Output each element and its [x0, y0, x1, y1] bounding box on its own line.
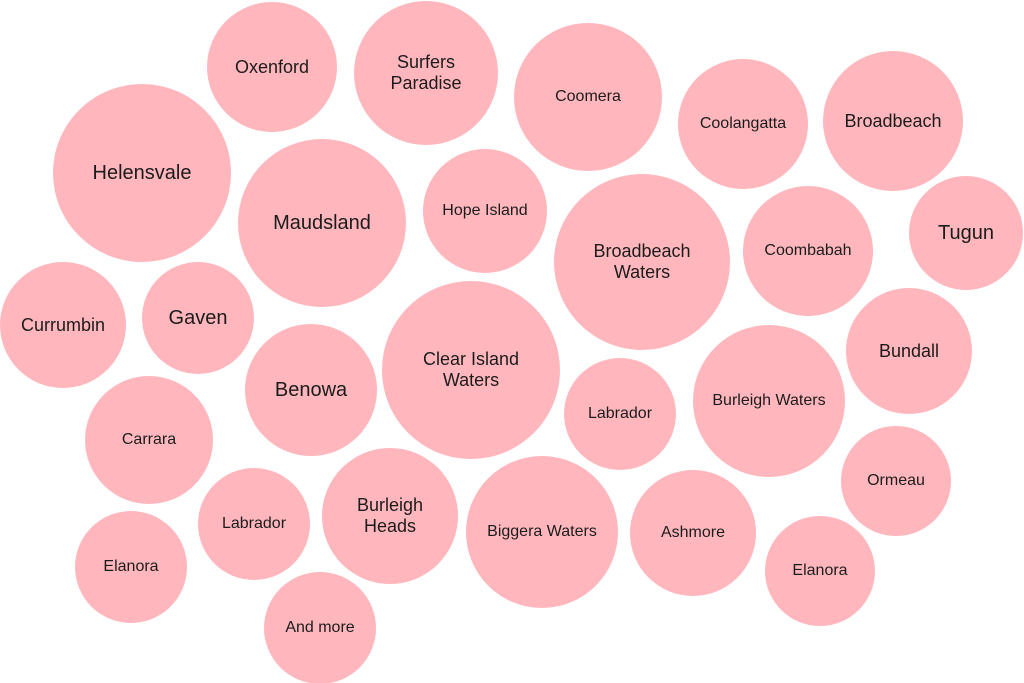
suburb-label: And more: [285, 618, 355, 636]
suburb-label: Clear Island Waters: [422, 349, 520, 390]
suburb-label: Carrara: [121, 430, 177, 448]
suburb-label: Elanora: [792, 561, 848, 579]
suburb-label: Hope Island: [442, 201, 528, 219]
suburb-label: Currumbin: [20, 314, 106, 335]
suburb-label: Bundall: [878, 340, 940, 361]
suburb-label: Elanora: [103, 557, 159, 575]
suburb-bubble: Benowa: [245, 324, 377, 456]
suburb-bubble: Oxenford: [207, 2, 337, 132]
suburb-label: Helensvale: [92, 161, 192, 184]
suburb-label: Ashmore: [660, 523, 726, 541]
suburb-bubble: Carrara: [85, 376, 213, 504]
suburb-bubble: Hope Island: [423, 149, 547, 273]
suburb-bubble: Coombabah: [743, 186, 873, 316]
suburb-bubble: Currumbin: [0, 262, 126, 388]
suburb-bubble: Coolangatta: [678, 59, 808, 189]
suburb-label: Coomera: [555, 87, 621, 105]
suburb-label: Broadbeach Waters: [593, 241, 691, 282]
suburb-bubble: Ormeau: [841, 426, 951, 536]
suburb-bubble: Labrador: [198, 468, 310, 580]
suburb-label: Gaven: [168, 306, 228, 329]
suburb-label: Coombabah: [764, 241, 852, 259]
suburb-label: Ormeau: [867, 471, 925, 489]
suburb-label: Labrador: [221, 514, 287, 532]
suburb-bubble: Helensvale: [53, 84, 231, 262]
suburb-label: Benowa: [274, 378, 348, 401]
suburb-label: Tugun: [938, 221, 994, 244]
suburb-bubble: Broadbeach Waters: [554, 174, 730, 350]
suburb-bubble: Maudsland: [238, 139, 406, 307]
suburb-label: Broadbeach: [844, 110, 942, 131]
suburb-bubble: Coomera: [514, 23, 662, 171]
suburb-bubble: Burleigh Waters: [693, 325, 845, 477]
suburb-bubble: Labrador: [564, 358, 676, 470]
suburb-bubble: Broadbeach: [823, 51, 963, 191]
suburb-label: Surfers Paradise: [390, 52, 462, 93]
suburb-bubble: Surfers Paradise: [354, 1, 498, 145]
suburb-label: Biggera Waters: [487, 522, 597, 540]
suburb-bubble: Burleigh Heads: [322, 448, 458, 584]
suburb-label: Burleigh Waters: [712, 391, 826, 409]
suburb-bubble: Gaven: [142, 262, 254, 374]
suburb-label: Burleigh Heads: [356, 495, 424, 536]
suburb-label: Coolangatta: [699, 114, 787, 132]
suburb-bubble: Tugun: [909, 176, 1023, 290]
suburb-bubble: Ashmore: [630, 470, 756, 596]
suburb-label: Oxenford: [234, 56, 310, 77]
suburb-bubble: Elanora: [75, 511, 187, 623]
suburb-bubble: Elanora: [765, 516, 875, 626]
suburb-bubble: Biggera Waters: [466, 456, 618, 608]
suburb-bubble: Bundall: [846, 288, 972, 414]
suburb-label: Maudsland: [273, 211, 371, 234]
suburb-label: Labrador: [587, 404, 653, 422]
suburb-bubble: And more: [264, 572, 376, 683]
suburb-bubble: Clear Island Waters: [382, 281, 560, 459]
